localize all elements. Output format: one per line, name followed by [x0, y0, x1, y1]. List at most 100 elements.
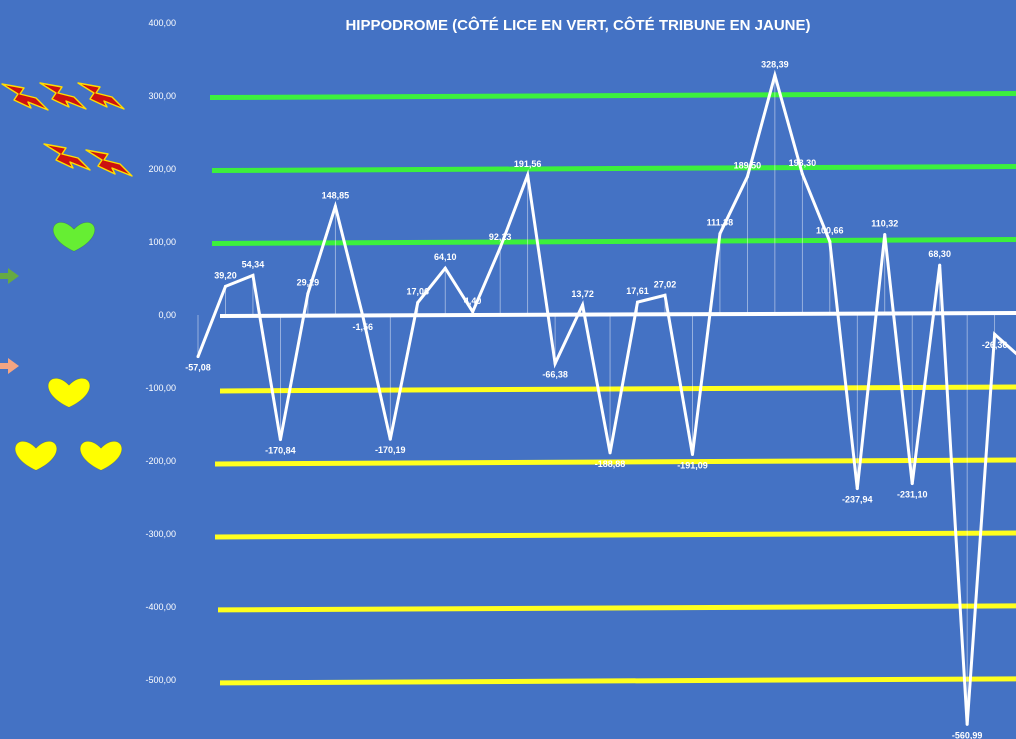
data-point — [883, 232, 887, 236]
yellow-reference-line — [219, 384, 1016, 394]
y-axis-ticks: 400,00 300,00 200,00 100,00 0,00 -100,00 -200,… — [145, 18, 176, 685]
lightning-icon — [77, 82, 125, 110]
y-tick-label: -200,00 — [145, 456, 176, 466]
data-point — [855, 487, 859, 491]
green-reference-line — [211, 237, 1016, 247]
data-label: -191,09 — [677, 460, 708, 470]
data-point — [773, 73, 777, 77]
arrow-icon — [0, 358, 19, 374]
data-label: -231,10 — [897, 490, 928, 500]
y-tick-label: 400,00 — [148, 18, 176, 28]
data-label: -560,99 — [952, 730, 983, 739]
lightning-icon — [85, 149, 133, 177]
decoration-icons — [0, 82, 133, 471]
heart-icon — [52, 222, 96, 252]
green-reference-line — [209, 91, 1016, 101]
data-label: 13,72 — [571, 289, 594, 299]
reference-lines — [209, 91, 1016, 686]
data-label: -237,94 — [842, 495, 873, 505]
data-point — [636, 300, 640, 304]
data-label: 4,40 — [464, 296, 482, 306]
yellow-reference-line — [217, 603, 1016, 613]
series-layer — [196, 69, 1016, 726]
green-reference-line — [211, 164, 1016, 174]
data-label: 111,38 — [707, 218, 734, 228]
data-label: 193,30 — [789, 158, 817, 168]
heart-icon — [47, 378, 91, 408]
data-label: 27,02 — [654, 279, 677, 289]
data-label: 100,66 — [816, 226, 844, 236]
data-point — [278, 438, 282, 442]
data-label: 148,85 — [322, 190, 350, 200]
series-line — [196, 69, 1016, 725]
data-label: 191,56 — [514, 159, 542, 169]
data-label: -188,88 — [595, 459, 626, 469]
y-tick-label: -400,00 — [145, 602, 176, 612]
zero-reference-line — [219, 311, 1016, 318]
data-point — [965, 722, 969, 726]
data-point — [306, 292, 310, 296]
y-tick-label: 200,00 — [148, 164, 176, 174]
y-tick-label: 300,00 — [148, 91, 176, 101]
data-point — [663, 293, 667, 297]
data-point — [388, 437, 392, 441]
data-label: 328,39 — [761, 59, 789, 69]
data-point — [993, 332, 997, 336]
data-label: 189,50 — [734, 161, 762, 171]
y-tick-label: 0,00 — [158, 310, 176, 320]
lightning-icon — [43, 143, 91, 171]
drop-lines — [197, 75, 996, 725]
yellow-reference-line — [214, 457, 1016, 467]
data-label: -1,56 — [353, 322, 374, 332]
data-label: 110,32 — [871, 218, 898, 228]
data-point — [938, 263, 942, 267]
data-label: -170,19 — [375, 445, 406, 455]
data-point — [416, 301, 420, 305]
data-point — [608, 451, 612, 455]
data-point — [443, 266, 447, 270]
data-point — [526, 173, 530, 177]
data-label: 68,30 — [928, 249, 951, 259]
heart-icon — [79, 441, 123, 471]
data-label: 29,29 — [297, 278, 320, 288]
data-point — [553, 361, 557, 365]
y-tick-label: 100,00 — [148, 237, 176, 247]
data-point — [800, 172, 804, 176]
yellow-reference-line — [214, 530, 1016, 540]
data-point — [910, 482, 914, 486]
data-label: 92,13 — [489, 232, 512, 242]
data-point — [828, 240, 832, 244]
data-label: -26,36 — [982, 340, 1008, 350]
data-point — [196, 355, 200, 359]
y-tick-label: -100,00 — [145, 383, 176, 393]
data-label: -170,84 — [265, 446, 296, 456]
data-labels: -57,08 39,20 54,34 -170,84 29,29 148,85 -1,56 -… — [185, 59, 1007, 739]
data-point — [690, 452, 694, 456]
data-point — [333, 204, 337, 208]
data-point — [471, 310, 475, 314]
data-point — [223, 284, 227, 288]
data-point — [498, 246, 502, 250]
y-tick-label: -500,00 — [145, 675, 176, 685]
data-point — [745, 175, 749, 179]
data-point — [251, 273, 255, 277]
lightning-icon — [1, 83, 49, 111]
data-point — [361, 314, 365, 318]
lightning-icon — [39, 82, 87, 110]
y-tick-label: -300,00 — [145, 529, 176, 539]
yellow-reference-line — [219, 676, 1016, 686]
data-label: 17,06 — [406, 287, 429, 297]
chart-title: HIPPODROME (CÔTÉ LICE EN VERT, CÔTÉ TRIB… — [345, 16, 810, 34]
data-label: 64,10 — [434, 252, 457, 262]
arrow-icon — [0, 268, 19, 284]
data-point — [581, 303, 585, 307]
data-label: 17,61 — [626, 286, 649, 296]
data-label: 54,34 — [242, 259, 265, 269]
data-label: -66,38 — [542, 369, 568, 379]
data-point — [718, 232, 722, 236]
data-label: -57,08 — [185, 363, 211, 373]
data-label: 39,20 — [214, 270, 237, 280]
heart-icon — [14, 441, 58, 471]
